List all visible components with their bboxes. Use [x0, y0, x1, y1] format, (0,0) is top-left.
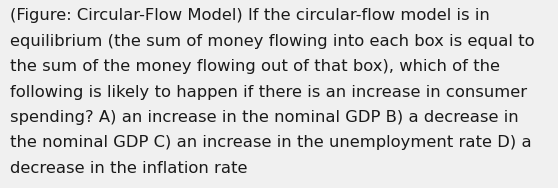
Text: the nominal GDP C) an increase in the unemployment rate D) a: the nominal GDP C) an increase in the un…	[10, 135, 532, 150]
Text: decrease in the inflation rate: decrease in the inflation rate	[10, 161, 248, 176]
Text: (Figure: Circular-Flow Model) If the circular-flow model is in: (Figure: Circular-Flow Model) If the cir…	[10, 8, 490, 24]
Text: following is likely to happen if there is an increase in consumer: following is likely to happen if there i…	[10, 85, 527, 100]
Text: spending? A) an increase in the nominal GDP B) a decrease in: spending? A) an increase in the nominal …	[10, 110, 519, 125]
Text: the sum of the money flowing out of that box), which of the: the sum of the money flowing out of that…	[10, 59, 500, 74]
Text: equilibrium (the sum of money flowing into each box is equal to: equilibrium (the sum of money flowing in…	[10, 34, 535, 49]
